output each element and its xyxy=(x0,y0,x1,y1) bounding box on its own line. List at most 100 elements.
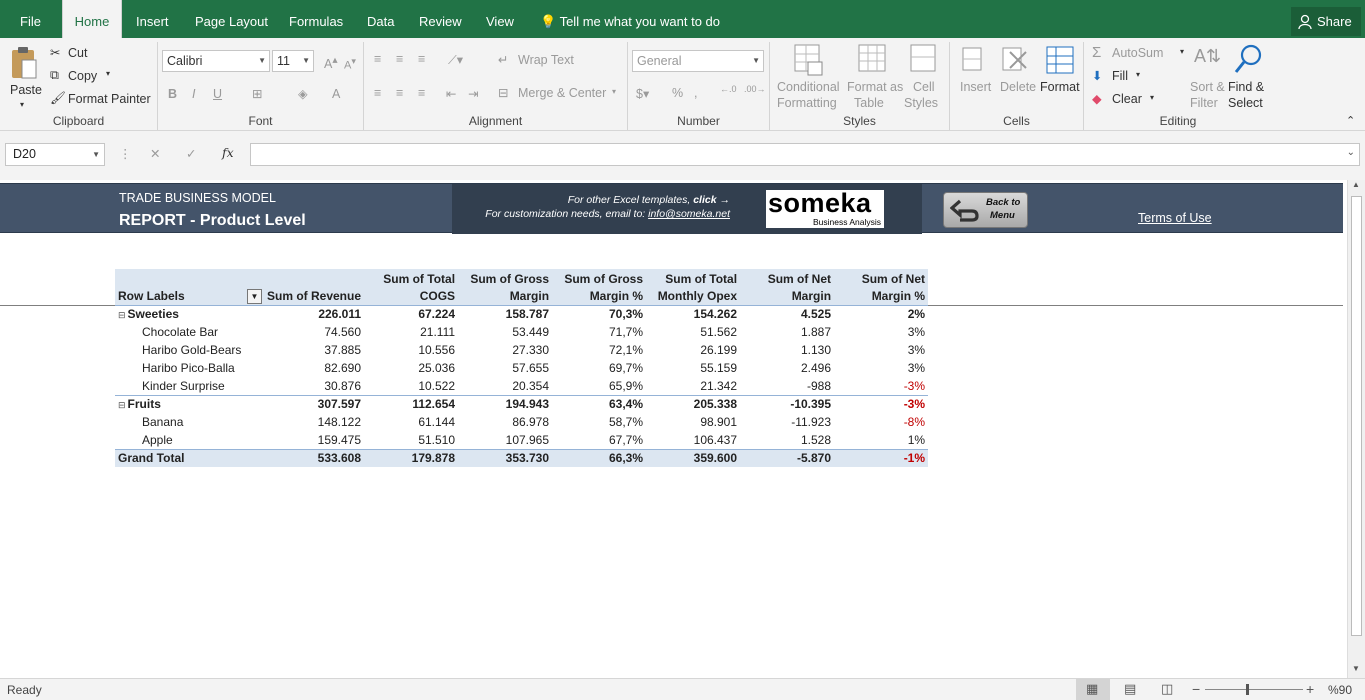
cell-gross-margin-pct[interactable]: 71,7% xyxy=(552,323,646,341)
italic-icon[interactable]: I xyxy=(192,87,196,101)
header-monthly-opex[interactable]: Sum of Total Monthly Opex xyxy=(646,269,741,305)
cell-gross-margin-pct[interactable]: 65,9% xyxy=(552,377,646,395)
tab-insert[interactable]: Insert xyxy=(136,14,169,29)
cell-revenue[interactable]: 226.011 xyxy=(264,304,365,323)
cell-label[interactable]: Grand Total xyxy=(115,448,264,467)
conditional-formatting-button[interactable]: Conditional Formatting xyxy=(774,42,844,112)
normal-view-button[interactable]: ▦ xyxy=(1076,679,1110,700)
number-format-combo[interactable]: General ▼ xyxy=(632,50,764,72)
accounting-icon[interactable]: $▾ xyxy=(636,87,650,101)
cell-gross-margin-pct[interactable]: 69,7% xyxy=(552,359,646,377)
cell-gross-margin-pct[interactable]: 63,4% xyxy=(552,394,647,413)
cell-gross-margin-pct[interactable]: 67,7% xyxy=(552,431,646,449)
align-bottom-icon[interactable]: ≡ xyxy=(418,52,426,66)
percent-icon[interactable]: % xyxy=(672,86,684,100)
cell-net-margin[interactable]: 2.496 xyxy=(740,359,834,377)
bold-icon[interactable]: B xyxy=(168,87,178,101)
fill-color-icon[interactable]: ◈ xyxy=(298,87,308,101)
collapse-toggle-icon[interactable]: ⊟ xyxy=(118,400,126,411)
copy-button[interactable]: ⧉ Copy ▾ xyxy=(50,67,140,87)
cell-net-margin[interactable]: 1.528 xyxy=(740,431,834,449)
header-cogs[interactable]: Sum of Total COGS xyxy=(364,269,459,305)
orientation-icon[interactable]: ⟋▾ xyxy=(448,53,464,67)
autosum-button[interactable]: Σ AutoSum ▾ xyxy=(1092,44,1188,64)
cell-revenue[interactable]: 307.597 xyxy=(264,394,365,413)
cell-monthly-opex[interactable]: 51.562 xyxy=(646,323,740,341)
cell-gross-margin[interactable]: 57.655 xyxy=(458,359,552,377)
cell-gross-margin[interactable]: 194.943 xyxy=(458,394,553,413)
cut-button[interactable]: ✂ Cut xyxy=(50,44,140,64)
tab-file[interactable]: File xyxy=(20,14,41,29)
decrease-indent-icon[interactable]: ⇤ xyxy=(446,87,457,101)
vertical-scrollbar[interactable]: ▲ ▼ xyxy=(1347,180,1365,678)
header-gross-margin-pct[interactable]: Sum of Gross Margin % xyxy=(552,269,647,305)
cell-gross-margin[interactable]: 53.449 xyxy=(458,323,552,341)
cell-net-margin-pct[interactable]: 3% xyxy=(834,323,928,341)
decrease-decimal-icon[interactable]: .00→ xyxy=(744,84,766,94)
cell-net-margin-pct[interactable]: -3% xyxy=(834,377,928,395)
comma-icon[interactable]: , xyxy=(694,86,698,100)
cell-label[interactable]: Haribo Gold-Bears xyxy=(115,341,264,359)
cell-label[interactable]: Kinder Surprise xyxy=(115,377,264,395)
cell-revenue[interactable]: 82.690 xyxy=(264,359,364,377)
someka-logo[interactable]: someka Business Analysis xyxy=(766,188,884,228)
tab-view[interactable]: View xyxy=(486,14,514,29)
terms-of-use-link[interactable]: Terms of Use xyxy=(1138,211,1212,225)
increase-indent-icon[interactable]: ⇥ xyxy=(468,87,479,101)
cell-net-margin[interactable]: 1.130 xyxy=(740,341,834,359)
zoom-slider[interactable] xyxy=(1205,689,1303,690)
cell-revenue[interactable]: 74.560 xyxy=(264,323,364,341)
fill-button[interactable]: ⬇ Fill ▾ xyxy=(1092,67,1152,87)
cell-cogs[interactable]: 67.224 xyxy=(364,304,459,323)
cell-net-margin-pct[interactable]: -1% xyxy=(834,448,929,467)
cell-gross-margin[interactable]: 27.330 xyxy=(458,341,552,359)
font-name-combo[interactable]: Calibri ▼ xyxy=(162,50,270,72)
cell-gross-margin[interactable]: 107.965 xyxy=(458,431,552,449)
increase-decimal-icon[interactable]: ←.0 xyxy=(720,84,737,94)
header-revenue[interactable]: Sum of Revenue xyxy=(264,269,365,305)
page-break-view-icon[interactable]: ◫ xyxy=(1161,681,1174,696)
cell-monthly-opex[interactable]: 98.901 xyxy=(646,413,740,431)
cell-revenue[interactable]: 37.885 xyxy=(264,341,364,359)
cell-revenue[interactable]: 533.608 xyxy=(264,448,365,467)
align-middle-icon[interactable]: ≡ xyxy=(396,52,404,66)
cell-cogs[interactable]: 179.878 xyxy=(364,448,459,467)
cell-monthly-opex[interactable]: 21.342 xyxy=(646,377,740,395)
cell-cogs[interactable]: 112.654 xyxy=(364,394,459,413)
cell-monthly-opex[interactable]: 205.338 xyxy=(646,394,741,413)
tab-review[interactable]: Review xyxy=(419,14,462,29)
align-center-icon[interactable]: ≡ xyxy=(396,86,404,100)
scroll-up-icon[interactable]: ▲ xyxy=(1352,180,1360,189)
collapse-toggle-icon[interactable]: ⊟ xyxy=(118,310,126,321)
cell-net-margin-pct[interactable]: 1% xyxy=(834,431,928,449)
cell-net-margin[interactable]: 1.887 xyxy=(740,323,834,341)
cell-monthly-opex[interactable]: 106.437 xyxy=(646,431,740,449)
cell-net-margin[interactable]: 4.525 xyxy=(740,304,835,323)
cell-net-margin[interactable]: -11.923 xyxy=(740,413,834,431)
filter-icon[interactable]: ▼ xyxy=(247,288,262,304)
cell-gross-margin[interactable]: 353.730 xyxy=(458,448,553,467)
enter-check-icon[interactable]: ✓ xyxy=(186,147,197,161)
format-painter-button[interactable]: 🖌 Format Painter xyxy=(50,90,155,110)
header-net-margin-pct[interactable]: Sum of Net Margin % xyxy=(834,269,929,305)
cell-net-margin-pct[interactable]: 3% xyxy=(834,359,928,377)
cell-cogs[interactable]: 61.144 xyxy=(364,413,458,431)
scroll-down-icon[interactable]: ▼ xyxy=(1352,664,1360,673)
cell-cogs[interactable]: 10.556 xyxy=(364,341,458,359)
font-size-combo[interactable]: 11 ▼ xyxy=(272,50,314,72)
cell-gross-margin[interactable]: 20.354 xyxy=(458,377,552,395)
collapse-ribbon-icon[interactable]: ⌃ xyxy=(1346,115,1356,127)
zoom-out-icon[interactable]: − xyxy=(1192,681,1201,697)
cell-gross-margin-pct[interactable]: 66,3% xyxy=(552,448,647,467)
cell-revenue[interactable]: 30.876 xyxy=(264,377,364,395)
cell-monthly-opex[interactable]: 55.159 xyxy=(646,359,740,377)
cell-net-margin-pct[interactable]: -8% xyxy=(834,413,928,431)
cell-monthly-opex[interactable]: 26.199 xyxy=(646,341,740,359)
format-as-table-button[interactable]: Format as Table xyxy=(846,42,903,112)
cell-cogs[interactable]: 21.111 xyxy=(364,323,458,341)
clear-button[interactable]: ◆ Clear ▾ xyxy=(1092,90,1168,110)
cancel-icon[interactable]: ✕ xyxy=(150,147,161,161)
insert-cells-button[interactable]: Insert xyxy=(956,42,996,112)
back-to-menu-button[interactable]: Back to Menu xyxy=(943,192,1028,228)
decrease-font-icon[interactable]: A▾ xyxy=(344,56,356,72)
